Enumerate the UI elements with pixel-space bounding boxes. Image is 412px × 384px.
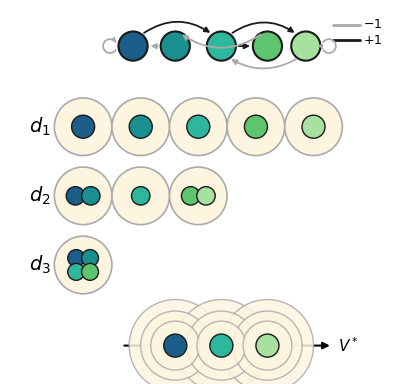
Circle shape: [233, 311, 302, 380]
Text: $V^*$: $V^*$: [339, 336, 359, 355]
Circle shape: [227, 98, 285, 156]
Circle shape: [141, 311, 210, 380]
Text: $d_2$: $d_2$: [29, 185, 51, 207]
Circle shape: [197, 187, 215, 205]
Circle shape: [112, 98, 169, 156]
Circle shape: [131, 187, 150, 205]
Circle shape: [68, 250, 84, 266]
Circle shape: [164, 334, 187, 357]
Circle shape: [129, 115, 152, 138]
Circle shape: [244, 115, 267, 138]
Circle shape: [169, 98, 227, 156]
Circle shape: [169, 167, 227, 225]
Circle shape: [302, 115, 325, 138]
Circle shape: [210, 334, 233, 357]
Circle shape: [112, 167, 169, 225]
Circle shape: [175, 300, 267, 384]
Circle shape: [221, 300, 314, 384]
Circle shape: [54, 98, 112, 156]
Circle shape: [285, 98, 342, 156]
Circle shape: [181, 187, 200, 205]
Circle shape: [243, 321, 292, 370]
Circle shape: [151, 321, 200, 370]
Circle shape: [82, 263, 98, 280]
Text: $-1$: $-1$: [363, 18, 383, 31]
Circle shape: [161, 31, 190, 61]
Text: $d_3$: $d_3$: [29, 254, 51, 276]
Circle shape: [207, 31, 236, 61]
Circle shape: [72, 115, 95, 138]
Circle shape: [291, 31, 321, 61]
Circle shape: [187, 311, 256, 380]
Circle shape: [253, 31, 282, 61]
Circle shape: [129, 300, 221, 384]
Circle shape: [66, 187, 84, 205]
Circle shape: [118, 31, 147, 61]
Circle shape: [256, 334, 279, 357]
Text: $+1$: $+1$: [363, 34, 383, 47]
Circle shape: [54, 236, 112, 294]
Circle shape: [187, 115, 210, 138]
Circle shape: [82, 187, 100, 205]
Circle shape: [197, 321, 246, 370]
Text: $d_1$: $d_1$: [29, 116, 51, 138]
Circle shape: [82, 250, 98, 266]
Circle shape: [68, 263, 84, 280]
Circle shape: [54, 167, 112, 225]
